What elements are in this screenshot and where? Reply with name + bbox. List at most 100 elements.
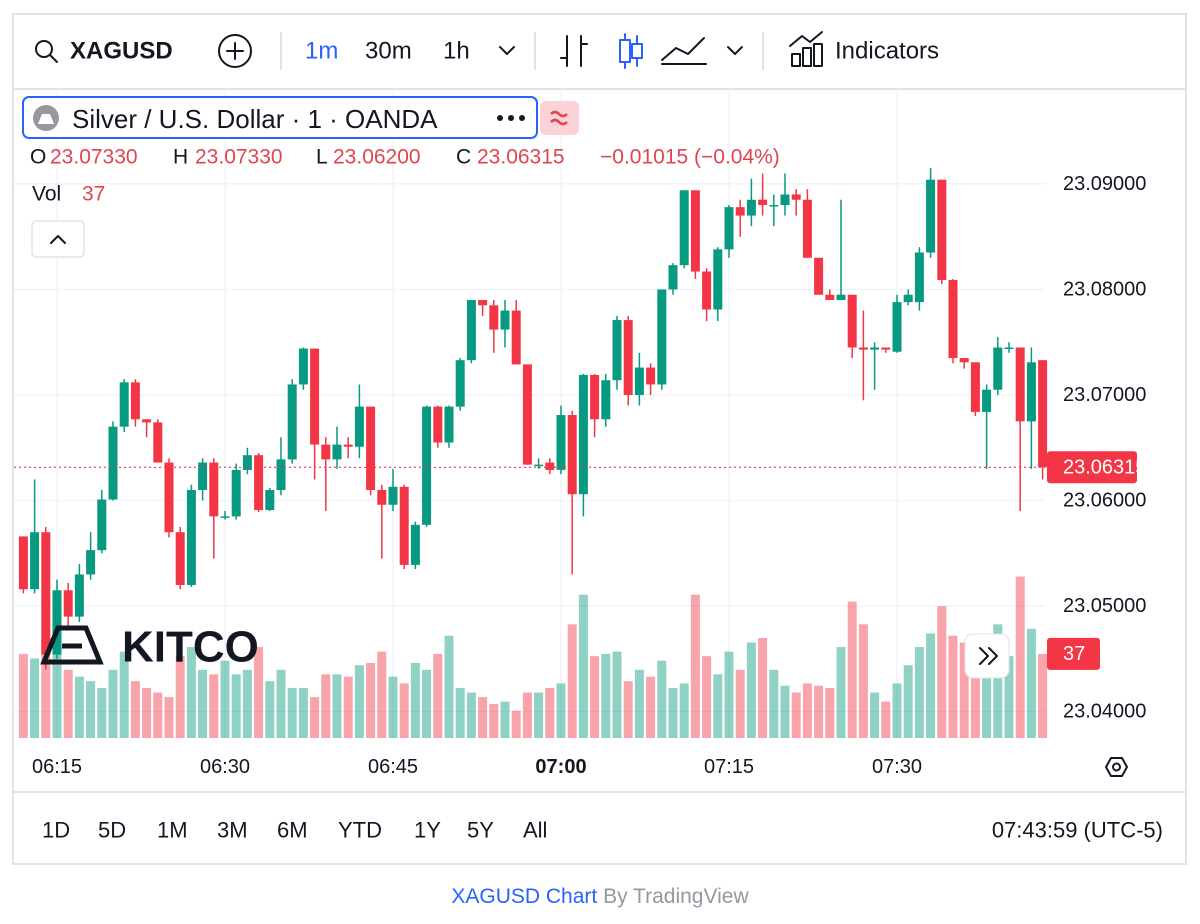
volume-bar [881,701,891,738]
interval[interactable]: 1h [443,38,470,65]
close-label: C [456,146,471,169]
y-tick-label: 23.07000 [1063,384,1146,406]
watermark: KITCO [122,623,259,672]
volume-bar [354,665,364,738]
volume-bar [478,697,488,738]
candle-body [1004,347,1014,350]
candle-body [354,406,364,447]
candle-body [590,374,600,420]
candle-body [63,590,73,617]
candle-body [534,464,544,467]
candle-body [332,444,342,460]
candle-body [153,422,163,463]
range-button[interactable]: All [523,818,547,843]
volume-bar [321,674,331,738]
candle-body [769,205,779,207]
candle-body [410,524,420,565]
interval[interactable]: 1m [305,38,338,65]
volume-bar [18,653,28,738]
volume-bar [433,653,443,738]
candle-body [164,462,174,533]
volume-bar [63,669,73,738]
symbol-legend[interactable] [22,96,538,139]
attribution-link[interactable]: XAGUSD Chart [451,885,597,908]
settings[interactable] [1105,757,1128,777]
open-label: O [30,146,46,169]
area-style[interactable] [661,37,707,65]
range-button[interactable]: 1M [157,818,188,843]
volume-bar [657,660,667,738]
range-button[interactable]: 1Y [414,818,441,843]
volume-bar [567,624,577,738]
candle-body [377,489,387,505]
candle-body [970,362,980,412]
volume-bar [982,669,992,738]
volume-bar [74,676,84,738]
add-symbol[interactable] [218,34,252,68]
volume-bar [959,642,969,738]
volume-bar [578,594,588,738]
bars-style[interactable] [560,35,588,67]
candle-body [926,179,936,253]
volume-bar [511,710,521,738]
search-icon[interactable] [35,40,58,63]
range-button[interactable]: 3M [217,818,248,843]
volume-bar [556,683,566,738]
interval-menu[interactable] [499,46,515,55]
volume-bar [623,681,633,738]
last-price-label: 23.06315 [1063,456,1146,478]
y-tick-label: 23.06000 [1063,490,1146,512]
candle-body [444,406,454,443]
candles-style[interactable] [619,33,643,69]
attribution[interactable]: XAGUSD Chart By TradingView [451,885,749,908]
indicators[interactable]: Indicators [835,38,939,65]
candle-body [567,415,577,495]
range-button[interactable]: 5Y [467,818,494,843]
candle-body [668,265,678,290]
range-button[interactable]: 5D [98,818,126,843]
range-button[interactable]: 6M [277,818,308,843]
low-value: 23.06200 [333,146,421,169]
symbol[interactable]: XAGUSD [70,38,173,65]
candle-body [702,271,712,310]
volume-bar [590,656,600,738]
collapse-legend[interactable] [31,220,85,258]
volume-bar [343,676,353,738]
volume-bar [242,669,252,738]
frame [12,13,1187,865]
volume-bar [903,665,913,738]
volume-bar [164,697,174,738]
volume-bar [702,656,712,738]
legend-menu[interactable] [497,115,525,121]
style-menu[interactable] [727,46,743,55]
candle-body [41,532,51,655]
volume-bar [724,651,734,738]
volume-bar [276,669,286,738]
volume-bar [231,674,241,738]
candle-body [825,294,835,301]
last-price-badge [1047,451,1137,484]
compare-badge[interactable] [540,101,579,135]
candle-body [1038,360,1048,468]
candle-body [142,419,152,423]
volume-bar [870,692,880,738]
x-tick-label: 06:30 [200,756,250,778]
legend-title: Silver / U.S. Dollar · 1 · OANDA [72,104,438,134]
volume-bar [601,653,611,738]
candle-body [366,406,376,490]
interval[interactable]: 30m [365,38,412,65]
candle-body [578,374,588,495]
y-tick-label: 23.08000 [1063,278,1146,300]
candle-body [948,279,958,359]
range-button[interactable]: 1D [42,818,70,843]
indicators-icon[interactable] [789,31,823,67]
candle-body [959,358,969,363]
volume-bar [130,681,140,738]
volume-bar [52,628,62,738]
high-value: 23.07330 [195,146,283,169]
volume-bar [97,687,107,738]
candle-body [982,389,992,412]
range-button[interactable]: YTD [338,818,382,843]
volume-bar [926,633,936,738]
candle-body [130,382,140,420]
